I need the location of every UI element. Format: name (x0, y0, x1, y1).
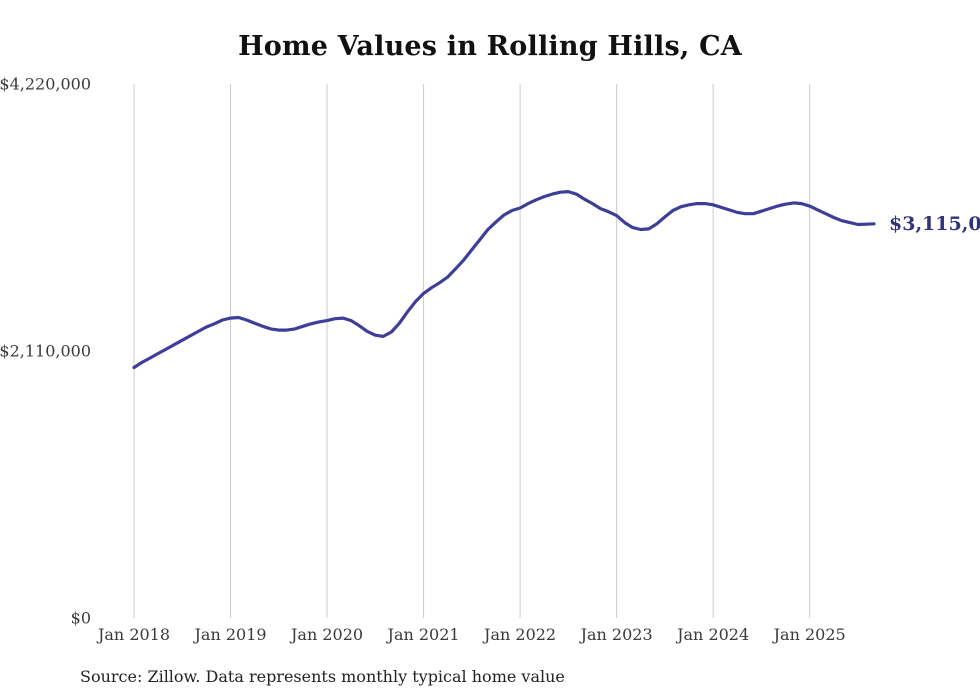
y-tick-label: $2,110,000 (0, 342, 91, 361)
x-tick-label: Jan 2023 (579, 625, 653, 644)
x-tick-label: Jan 2022 (482, 625, 556, 644)
x-tick-label: Jan 2018 (96, 625, 170, 644)
x-tick-label: Jan 2020 (289, 625, 363, 644)
y-tick-label: $4,220,000 (0, 75, 91, 94)
source-note: Source: Zillow. Data represents monthly … (80, 667, 565, 686)
latest-value-label: $3,115,020 (889, 213, 980, 235)
x-tick-label: Jan 2021 (386, 625, 460, 644)
x-tick-label: Jan 2024 (675, 625, 749, 644)
x-tick-label: Jan 2019 (192, 625, 266, 644)
chart-title: Home Values in Rolling Hills, CA (238, 31, 742, 62)
x-tick-label: Jan 2025 (772, 625, 846, 644)
y-tick-label: $0 (71, 609, 91, 628)
value-line (132, 190, 876, 370)
